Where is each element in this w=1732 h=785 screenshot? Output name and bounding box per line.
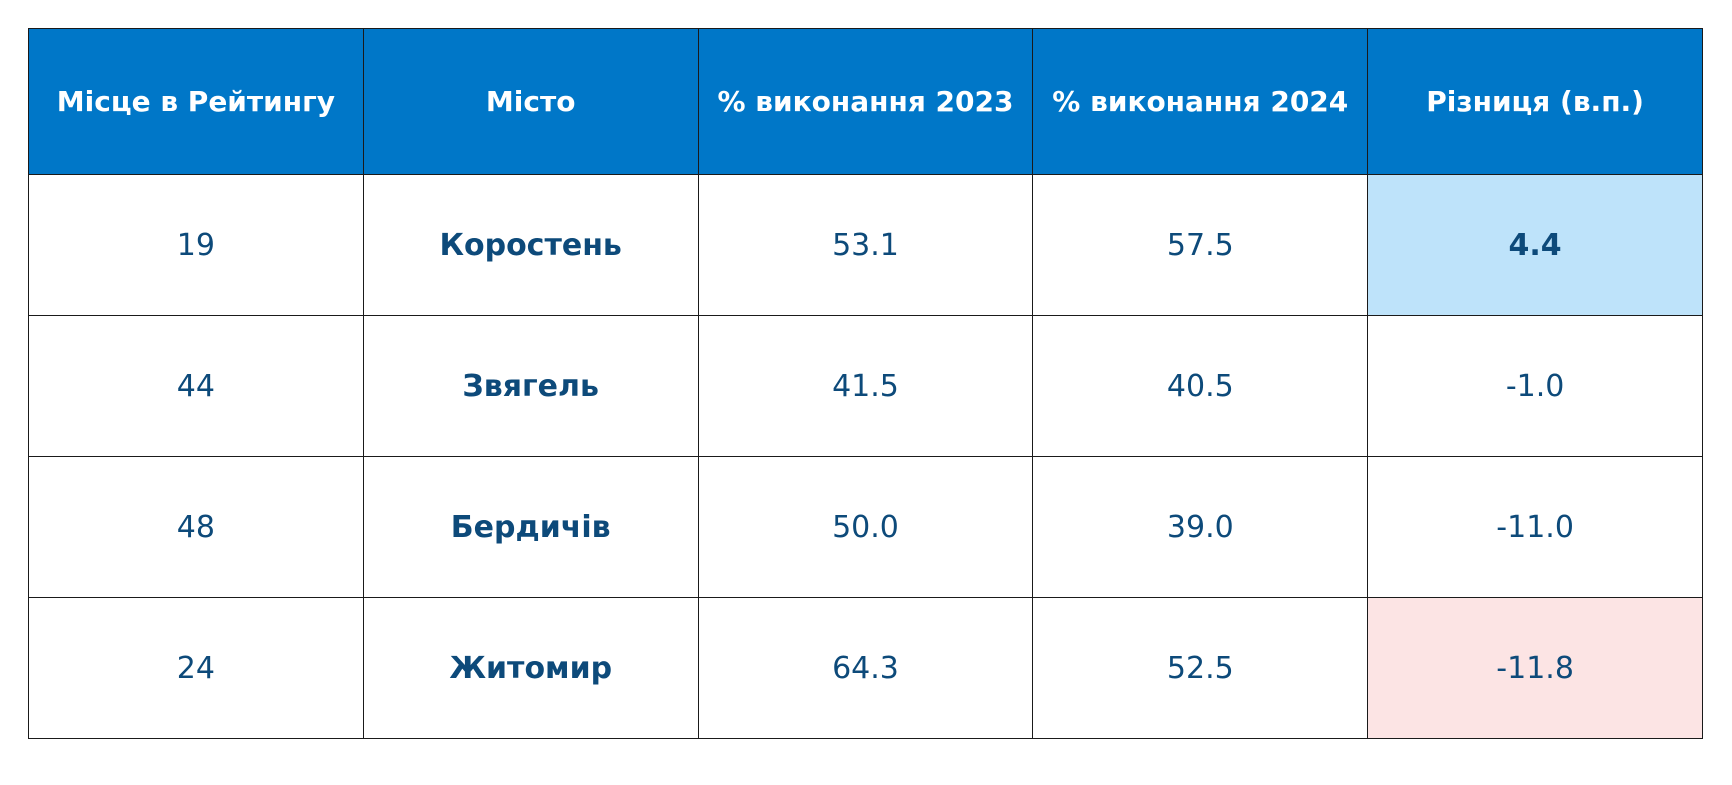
diff-cell: -11.8 bbox=[1367, 597, 1703, 739]
diff-cell: -11.0 bbox=[1367, 456, 1703, 598]
city-cell: Звягель bbox=[362, 315, 699, 457]
value-cell: 39.0 bbox=[1032, 456, 1369, 598]
value-cell: 53.1 bbox=[697, 174, 1034, 316]
value-cell: 64.3 bbox=[697, 597, 1034, 739]
rank-cell: 44 bbox=[28, 315, 364, 457]
table-row: 48 Бердичів 50.0 39.0 -11.0 bbox=[28, 456, 1703, 598]
header-cell: % виконання 2024 bbox=[1032, 28, 1369, 175]
value-cell: 40.5 bbox=[1032, 315, 1369, 457]
header-cell: % виконання 2023 bbox=[697, 28, 1034, 175]
header-cell: Місто bbox=[362, 28, 699, 175]
table-body: 19 Коростень 53.1 57.5 4.4 44 Звягель 41… bbox=[28, 174, 1703, 739]
table-row: 44 Звягель 41.5 40.5 -1.0 bbox=[28, 315, 1703, 457]
table-row: 24 Житомир 64.3 52.5 -11.8 bbox=[28, 597, 1703, 739]
value-cell: 57.5 bbox=[1032, 174, 1369, 316]
value-cell: 50.0 bbox=[697, 456, 1034, 598]
ranking-table: Місце в Рейтингу Місто % виконання 2023 … bbox=[28, 28, 1703, 739]
city-cell: Бердичів bbox=[362, 456, 699, 598]
header-cell: Різниця (в.п.) bbox=[1367, 28, 1703, 175]
table-row: 19 Коростень 53.1 57.5 4.4 bbox=[28, 174, 1703, 316]
rank-cell: 24 bbox=[28, 597, 364, 739]
city-cell: Житомир bbox=[362, 597, 699, 739]
header-cell: Місце в Рейтингу bbox=[28, 28, 364, 175]
diff-cell: 4.4 bbox=[1367, 174, 1703, 316]
header-row: Місце в Рейтингу Місто % виконання 2023 … bbox=[28, 28, 1703, 175]
diff-cell: -1.0 bbox=[1367, 315, 1703, 457]
value-cell: 52.5 bbox=[1032, 597, 1369, 739]
city-cell: Коростень bbox=[362, 174, 699, 316]
value-cell: 41.5 bbox=[697, 315, 1034, 457]
rank-cell: 19 bbox=[28, 174, 364, 316]
table-header: Місце в Рейтингу Місто % виконання 2023 … bbox=[28, 28, 1703, 175]
rank-cell: 48 bbox=[28, 456, 364, 598]
